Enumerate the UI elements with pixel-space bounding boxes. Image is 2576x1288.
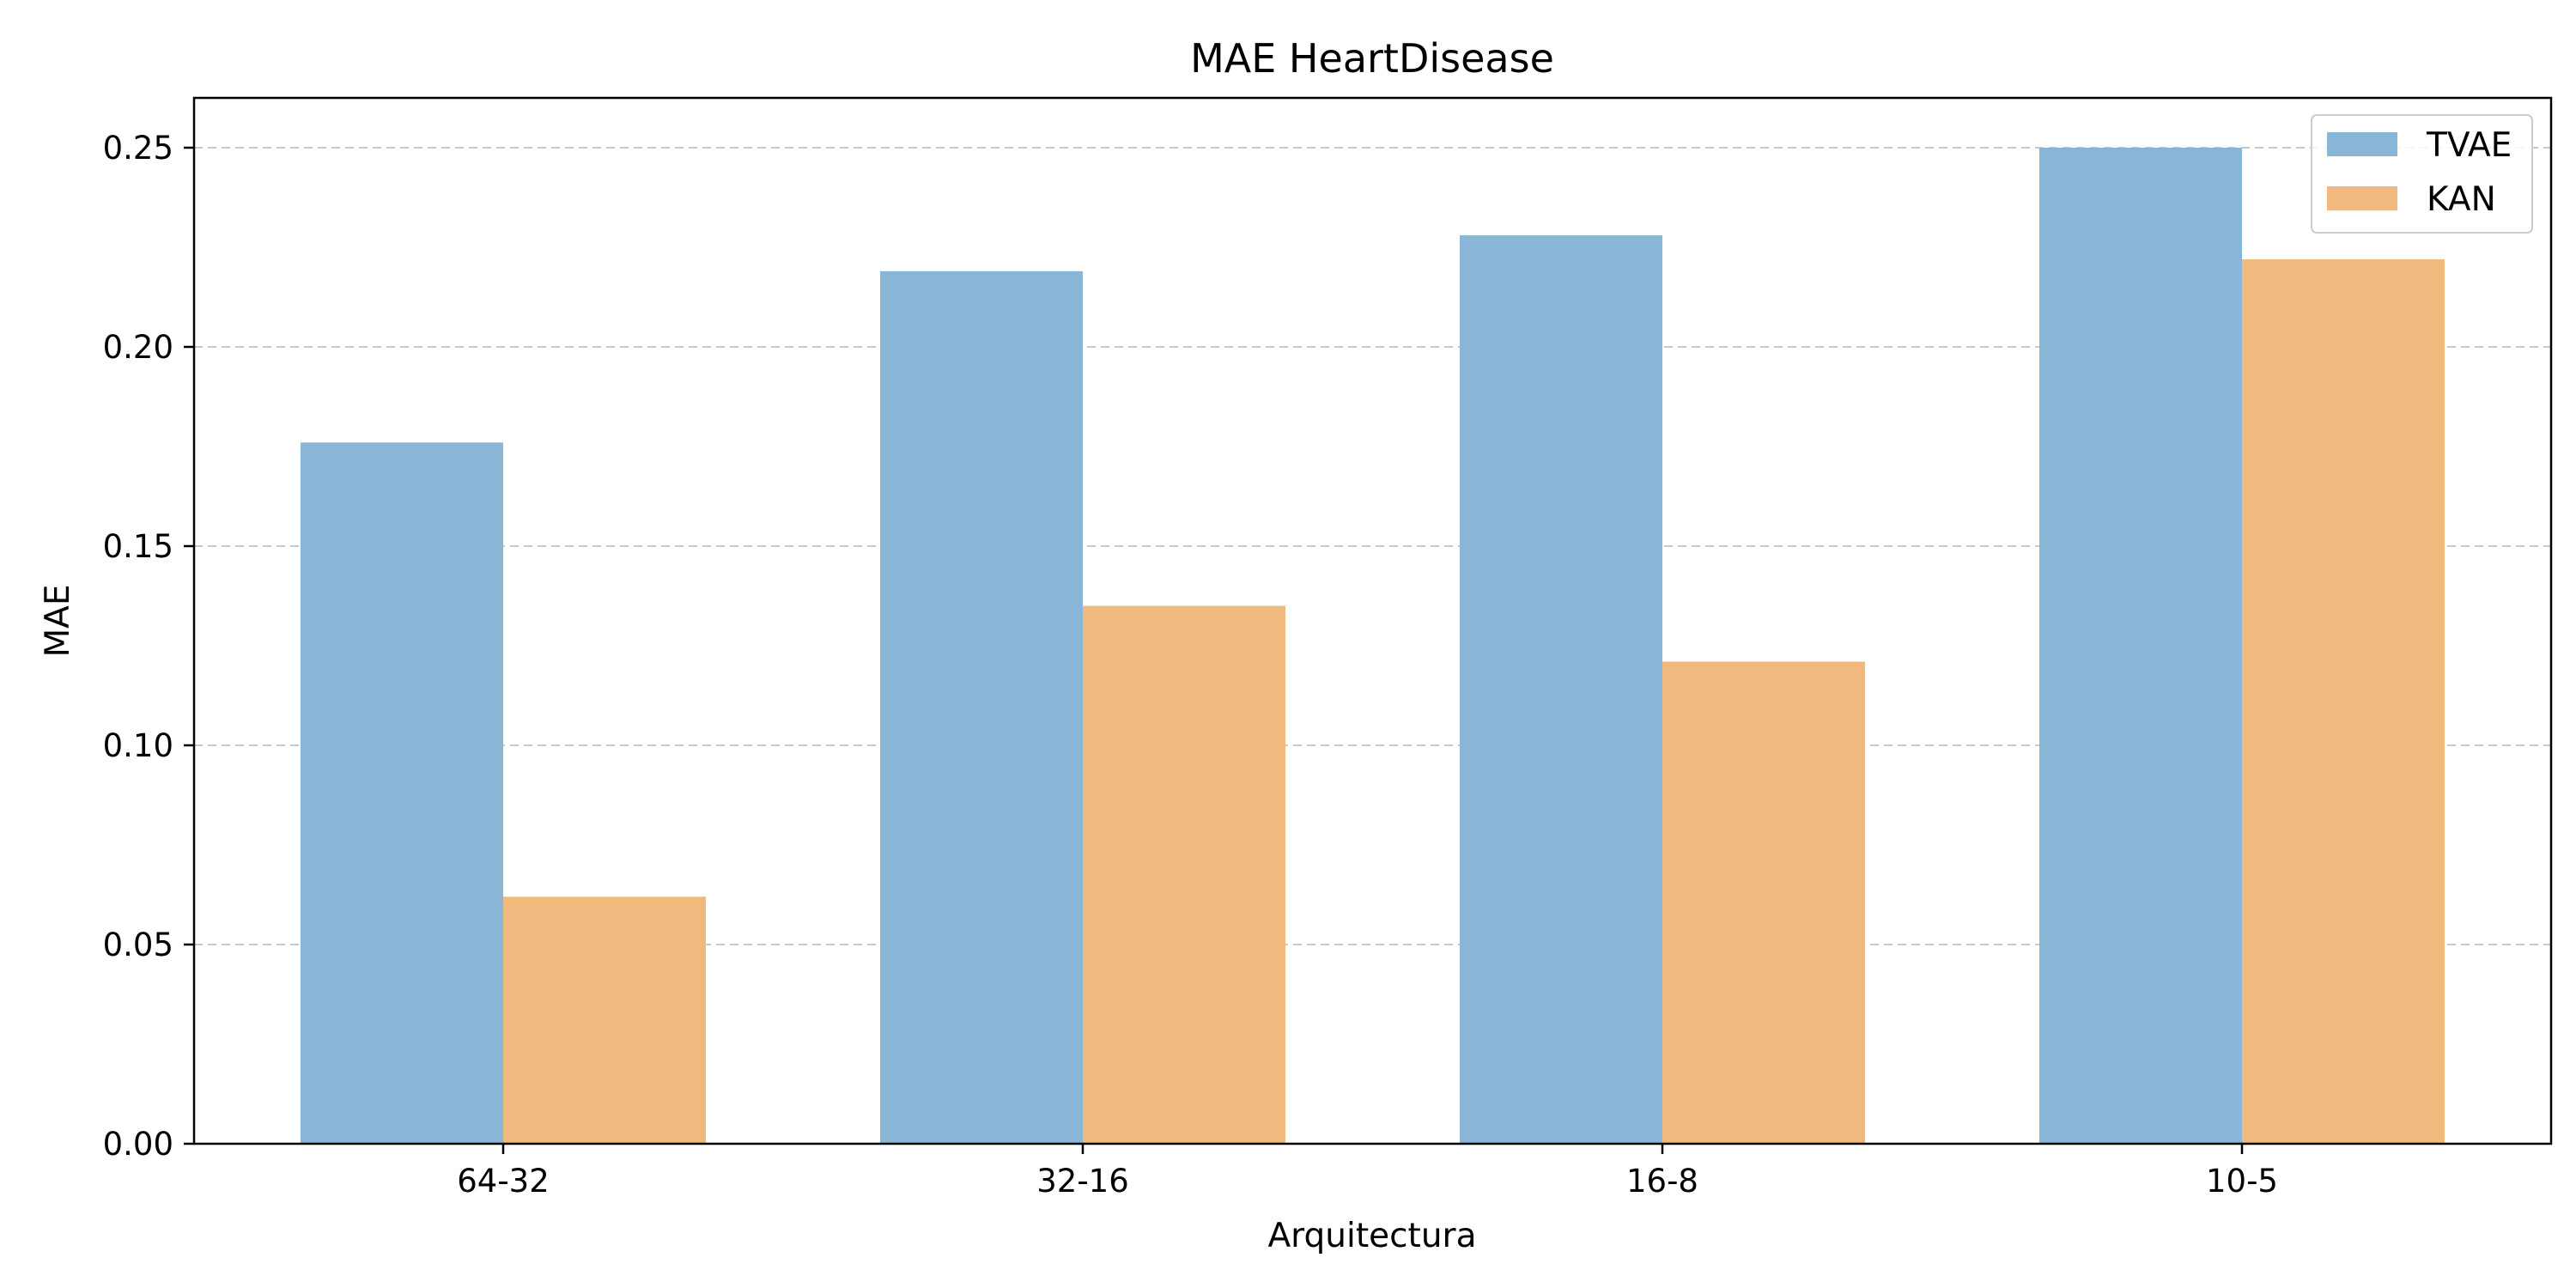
y-tick-label: 0.00 xyxy=(103,1126,173,1163)
legend-swatch-kan xyxy=(2327,186,2397,210)
x-tick-label: 32-16 xyxy=(1036,1163,1129,1200)
y-tick-label: 0.10 xyxy=(103,727,173,764)
bar-tvae-16-8 xyxy=(1460,235,1662,1145)
bar-kan-16-8 xyxy=(1662,661,1865,1144)
chart-title: MAE HeartDisease xyxy=(1190,35,1554,82)
y-tick-label: 0.25 xyxy=(103,130,173,167)
bar-kan-64-32 xyxy=(503,896,706,1144)
bar-tvae-64-32 xyxy=(301,442,503,1144)
x-axis-ticks: 64-32 32-16 16-8 10-5 xyxy=(457,1144,2278,1200)
x-tick-label: 10-5 xyxy=(2206,1163,2278,1200)
bar-tvae-10-5 xyxy=(2039,148,2242,1144)
legend: TVAE KAN xyxy=(2311,114,2533,234)
bars xyxy=(301,148,2445,1145)
bar-tvae-32-16 xyxy=(880,270,1083,1145)
y-tick-label: 0.20 xyxy=(103,329,173,366)
x-tick-label: 64-32 xyxy=(457,1163,550,1200)
y-axis-label: MAE xyxy=(39,585,77,658)
bar-kan-10-5 xyxy=(2242,258,2445,1144)
x-tick-label: 16-8 xyxy=(1626,1163,1698,1200)
legend-label-tvae: TVAE xyxy=(2426,126,2512,165)
y-tick-label: 0.15 xyxy=(103,528,173,565)
legend-label-kan: KAN xyxy=(2427,180,2496,219)
plot-frame xyxy=(192,96,2553,1145)
y-tick-label: 0.05 xyxy=(103,927,173,963)
x-axis-label: Arquitectura xyxy=(1267,1217,1476,1255)
bar-kan-32-16 xyxy=(1083,605,1285,1144)
y-axis-ticks: 0.00 0.05 0.10 0.15 0.20 0.25 xyxy=(103,130,194,1163)
legend-swatch-tvae xyxy=(2327,132,2397,156)
